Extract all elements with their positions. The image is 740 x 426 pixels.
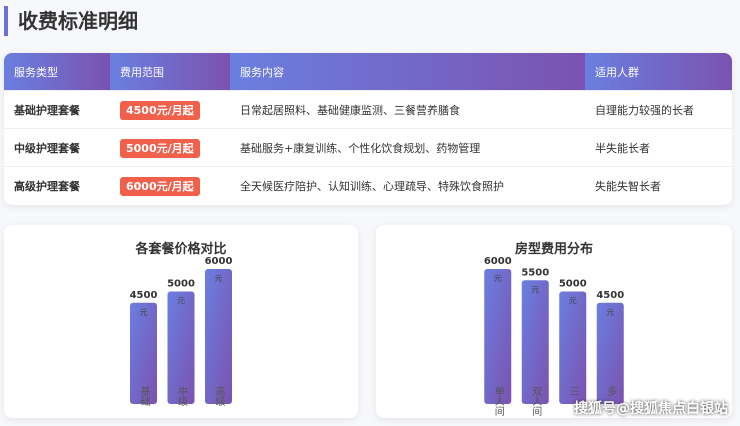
price-badge: 5000元/月起 xyxy=(120,138,200,158)
page-title: 收费标准明细 xyxy=(4,6,138,36)
category-label: 基础 xyxy=(138,385,150,406)
table-row: 基础护理套餐 4500元/月起 日常起居照料、基础健康监测、三餐营养膳食 自理能力较强… xyxy=(4,90,732,129)
table-cell: 5000元/月起 xyxy=(110,128,230,167)
bar xyxy=(205,269,232,404)
table-cell: 中级护理套餐 xyxy=(4,128,110,167)
unit-label: 元 xyxy=(215,274,223,283)
value-label: 4500 xyxy=(596,290,624,301)
table-cell: 4500元/月起 xyxy=(110,90,230,129)
column-header: 费用范围 xyxy=(110,53,230,91)
value-label: 5000 xyxy=(167,279,195,290)
unit-label: 元 xyxy=(494,274,502,283)
value-label: 6000 xyxy=(205,256,233,267)
unit-label: 元 xyxy=(569,297,577,306)
table-card: 服务类型 费用范围 服务内容 适用人群基础护理套餐 4500元/月起 日常起居照料、基础健… xyxy=(4,53,732,205)
value-label: 5500 xyxy=(521,267,549,278)
bar xyxy=(559,291,587,404)
category-label: 三 xyxy=(567,386,579,396)
price-badge: 4500元/月起 xyxy=(120,100,200,120)
column-header: 服务类型 xyxy=(4,53,110,91)
price-badge: 6000元/月起 xyxy=(120,176,200,196)
table-cell: 半失能长者 xyxy=(585,128,732,167)
table-row: 高级护理套餐 6000元/月起 全天候医疗陪护、认知训练、心理疏导、特殊饮食照护 失能… xyxy=(4,166,732,204)
column-header: 适用人群 xyxy=(585,53,732,91)
price-table: 服务类型 费用范围 服务内容 适用人群基础护理套餐 4500元/月起 日常起居照料、基础健… xyxy=(4,53,732,204)
column-header: 服务内容 xyxy=(230,53,585,91)
table-cell: 失能失智长者 xyxy=(585,166,732,204)
category-label: 高级 xyxy=(213,385,225,407)
category-label: 单人间 xyxy=(492,386,504,417)
value-label: 4500 xyxy=(130,290,158,301)
table-cell: 自理能力较强的长者 xyxy=(585,90,732,129)
bar xyxy=(167,291,195,404)
table-cell: 日常起居照料、基础健康监测、三餐营养膳食 xyxy=(230,90,585,129)
bar xyxy=(130,302,157,404)
table-row: 中级护理套餐 5000元/月起 基础服务+康复训练、个性化饮食规划、药物管理 半失能长… xyxy=(4,128,732,167)
value-label: 6000 xyxy=(484,256,512,267)
bar xyxy=(484,269,512,404)
unit-label: 元 xyxy=(606,308,614,317)
unit-label: 元 xyxy=(140,308,148,317)
bar xyxy=(596,302,624,404)
unit-label: 元 xyxy=(177,297,185,306)
table-cell: 基础服务+康复训练、个性化饮食规划、药物管理 xyxy=(230,128,585,167)
table-cell: 6000元/月起 xyxy=(110,166,230,204)
watermark: 搜狐号@搜狐焦点白银站 xyxy=(574,401,728,417)
chart-title: 各套餐价格对比 xyxy=(134,241,226,257)
value-label: 5000 xyxy=(559,279,587,290)
unit-label: 元 xyxy=(531,285,539,294)
chart-title: 房型费用分布 xyxy=(515,241,593,257)
category-label: 双人间 xyxy=(530,386,542,417)
table-cell: 高级护理套餐 xyxy=(4,166,110,204)
bar xyxy=(521,280,549,404)
category-label: 多 xyxy=(605,385,617,397)
chart-card xyxy=(376,225,732,418)
category-label: 中级 xyxy=(176,385,188,407)
table-cell: 全天候医疗陪护、认知训练、心理疏导、特殊饮食照护 xyxy=(230,166,585,204)
table-cell: 基础护理套餐 xyxy=(4,90,110,129)
